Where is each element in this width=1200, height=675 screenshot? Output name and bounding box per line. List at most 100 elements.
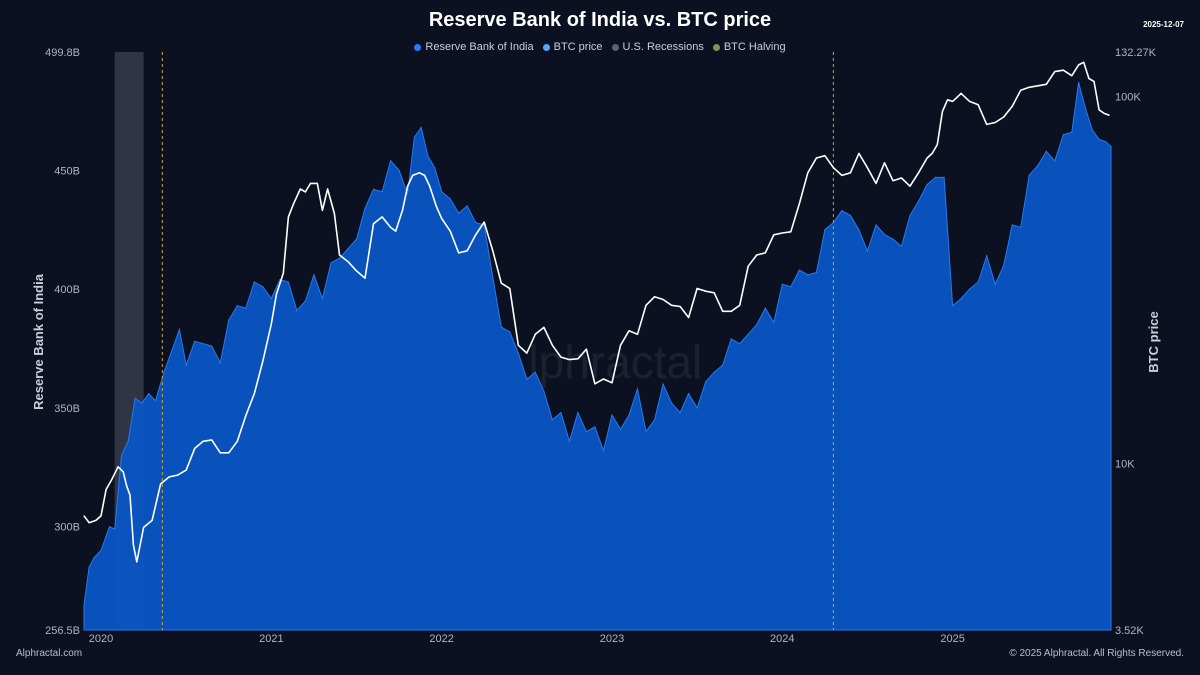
y-right-axis-label: BTC price [1146,311,1161,372]
data-point-reserve-bank [534,371,536,373]
data-point-btc-price [901,177,902,179]
data-point-btc-price [947,99,948,101]
footer-copyright: © 2025 Alphractal. All Rights Reserved. [1009,648,1184,659]
data-point-btc-price [126,485,128,487]
data-point-btc-price [875,182,877,184]
data-point-reserve-bank [611,414,613,416]
data-point-btc-price [756,254,758,256]
data-point-btc-price [585,348,587,350]
data-point-btc-price [747,265,749,267]
legend-item-btc-price[interactable]: BTC price [542,41,603,53]
data-point-reserve-bank [228,319,230,321]
x-tick-label: 2021 [259,633,283,645]
data-point-btc-price [424,174,426,176]
data-point-btc-price [790,231,792,233]
data-point-reserve-bank [858,229,860,231]
data-point-btc-price [419,172,420,174]
data-point-btc-price [1003,116,1005,118]
y-right-tick-label: 10K [1115,459,1135,471]
data-point-reserve-bank [1110,146,1112,148]
data-point-reserve-bank [619,428,622,430]
data-point-btc-price [122,471,124,473]
data-point-reserve-bank [313,274,315,276]
data-point-reserve-bank [815,271,818,274]
data-point-btc-price [739,304,741,306]
data-point-btc-price [185,469,187,471]
data-point-reserve-bank [883,233,886,236]
legend-label-us-recessions: U.S. Recessions [622,41,704,53]
data-point-btc-price [1108,114,1110,116]
data-point-btc-price [177,474,179,476]
data-point-reserve-bank [875,224,877,226]
data-point-reserve-bank [696,407,698,409]
data-point-reserve-bank [458,212,460,214]
data-point-btc-price [136,561,138,563]
data-point-reserve-bank [849,214,852,216]
data-point-reserve-bank [517,352,519,354]
data-point-btc-price [475,234,477,236]
data-point-reserve-bank [1054,160,1056,162]
data-point-btc-price [228,452,230,454]
data-point-reserve-bank [790,286,792,288]
data-point-btc-price [884,162,885,164]
data-point-reserve-bank [253,281,255,283]
data-point-btc-price [333,213,335,215]
data-point-reserve-bank [909,214,911,216]
data-point-reserve-bank [671,402,673,404]
data-point-reserve-bank [413,136,415,138]
data-point-reserve-bank [141,402,143,404]
data-point-btc-price [1037,85,1039,87]
legend-swatch-btc-price [542,43,550,51]
data-point-reserve-bank [270,298,272,300]
data-point-btc-price [1054,71,1056,73]
data-point-btc-price [321,209,323,211]
data-point-btc-price [526,352,528,354]
data-point-reserve-bank [1091,129,1093,131]
y-left-tick-label: 499.8B [45,47,80,59]
data-point-btc-price [143,526,145,528]
data-point-reserve-bank [960,298,962,300]
data-point-btc-price [110,479,112,481]
data-point-reserve-bank [390,160,392,162]
data-point-reserve-bank [475,222,477,224]
data-point-reserve-bank [202,343,204,345]
data-point-btc-price [219,452,221,454]
data-point-reserve-bank [355,238,358,240]
data-point-reserve-bank [986,255,988,257]
data-point-reserve-bank [372,188,375,190]
data-point-btc-price [83,515,85,517]
data-point-reserve-bank [739,343,741,345]
data-point-reserve-bank [900,245,903,247]
data-point-reserve-bank [705,381,707,383]
data-point-reserve-bank [304,300,306,302]
data-point-reserve-bank [347,248,349,250]
data-point-btc-price [88,522,90,524]
data-point-reserve-bank [127,440,129,442]
legend-item-btc-halving[interactable]: BTC Halving [712,41,786,53]
data-point-btc-price [356,270,357,272]
data-point-reserve-bank [756,324,758,326]
data-point-btc-price [517,344,519,346]
data-point-btc-price [211,439,213,441]
x-tick-label: 2024 [770,633,794,645]
data-point-reserve-bank [747,333,749,335]
data-point-reserve-bank [245,307,247,309]
data-point-btc-price [236,440,238,442]
data-point-reserve-bank [296,309,298,312]
data-point-btc-price [1071,75,1073,77]
data-point-reserve-bank [338,257,341,259]
data-point-reserve-bank [568,440,571,442]
legend-item-reserve-bank[interactable]: Reserve Bank of India [414,41,534,53]
data-point-btc-price [282,272,284,274]
data-point-reserve-bank [679,412,681,414]
y-left-axis-label: Reserve Bank of India [31,273,46,410]
data-point-reserve-bank [952,305,954,307]
data-point-btc-price [395,230,397,232]
data-point-reserve-bank [1078,81,1080,83]
data-point-reserve-bank [500,326,502,328]
data-point-btc-price [304,191,306,193]
chart-title: Reserve Bank of India vs. BTC price [428,9,772,31]
data-point-btc-price [696,288,698,289]
legend-item-us-recessions[interactable]: U.S. Recessions [611,41,704,53]
data-point-btc-price [603,378,604,380]
